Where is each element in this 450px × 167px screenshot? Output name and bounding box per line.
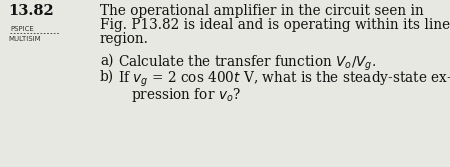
Text: Calculate the transfer function $V_o/V_g.$: Calculate the transfer function $V_o/V_g… [118,54,376,73]
Text: a): a) [100,54,113,68]
Text: 13.82: 13.82 [8,4,54,18]
Text: MULTISIM: MULTISIM [8,36,40,42]
Text: If $v_g$ = 2 cos 400$t$ V, what is the steady-state ex-: If $v_g$ = 2 cos 400$t$ V, what is the s… [118,70,450,89]
Text: Fig. P13.82 is ideal and is operating within its linear: Fig. P13.82 is ideal and is operating wi… [100,18,450,32]
Text: The operational amplifier in the circuit seen in: The operational amplifier in the circuit… [100,4,424,18]
Text: pression for $v_o$?: pression for $v_o$? [131,86,241,104]
Text: b): b) [100,70,114,84]
Text: region.: region. [100,32,149,46]
Text: PSPICE: PSPICE [10,26,34,32]
